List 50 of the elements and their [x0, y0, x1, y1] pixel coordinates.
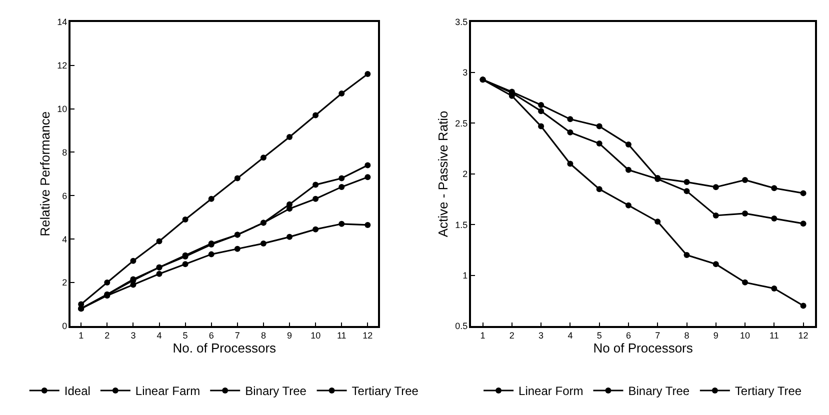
x-tick-label: 2: [509, 330, 514, 341]
x-tick-label: 10: [740, 330, 750, 341]
x-tick-label: 1: [78, 330, 84, 341]
x-tick-label: 2: [104, 330, 110, 341]
y-tick-label: 6: [62, 190, 68, 201]
y-tick-label: 0: [62, 321, 68, 332]
x-tick-label: 12: [798, 330, 808, 341]
x-tick-label: 12: [362, 330, 373, 341]
y-axis-title: Active - Passive Ratio: [436, 110, 451, 238]
x-tick-label: 3: [130, 330, 136, 341]
legend-label: Linear Farm: [135, 384, 200, 398]
x-tick-label: 9: [287, 330, 292, 341]
y-tick-label: 1: [462, 270, 468, 280]
y-tick-label: 1.5: [455, 220, 468, 230]
x-tick-label: 8: [260, 330, 266, 341]
y-tick-label: 4: [62, 234, 68, 244]
x-tick-label: 3: [538, 330, 544, 341]
x-tick-label: 9: [713, 330, 718, 341]
y-axis-title: Relative Performance: [38, 111, 53, 236]
x-tick-label: 7: [234, 330, 240, 341]
x-tick-label: 6: [208, 330, 214, 341]
legend-label: Tertiary Tree: [734, 384, 802, 398]
y-tick-label: 2: [62, 278, 68, 288]
x-axis-title: No of Processors: [593, 340, 694, 356]
x-tick-label: 5: [596, 330, 602, 341]
x-tick-label: 4: [568, 330, 573, 341]
x-tick-label: 7: [655, 330, 660, 341]
x-tick-label: 11: [336, 330, 346, 341]
legend-label: Linear Form: [518, 384, 584, 398]
y-tick-label: 14: [57, 17, 68, 27]
y-tick-label: 0.5: [455, 321, 468, 332]
x-axis-title: No. of Processors: [172, 340, 277, 356]
y-tick-label: 8: [62, 147, 68, 158]
y-tick-label: 10: [57, 104, 68, 114]
x-tick-label: 11: [769, 330, 779, 341]
x-tick-label: 6: [626, 330, 631, 341]
x-tick-label: 4: [156, 330, 162, 341]
y-tick-label: 3.5: [455, 17, 468, 27]
y-tick-label: 12: [57, 60, 68, 70]
x-tick-label: 1: [480, 330, 486, 341]
legend-label: Binary Tree: [628, 384, 690, 398]
y-tick-label: 2: [462, 169, 468, 180]
y-tick-label: 2.5: [455, 118, 468, 128]
legend-label: Ideal: [64, 384, 90, 398]
x-tick-label: 10: [310, 330, 321, 341]
legend-label: Binary Tree: [245, 384, 307, 398]
legend-label: Tertiary Tree: [352, 384, 419, 398]
x-tick-label: 5: [182, 330, 188, 341]
y-tick-label: 3: [462, 68, 468, 78]
x-tick-label: 8: [684, 330, 690, 341]
